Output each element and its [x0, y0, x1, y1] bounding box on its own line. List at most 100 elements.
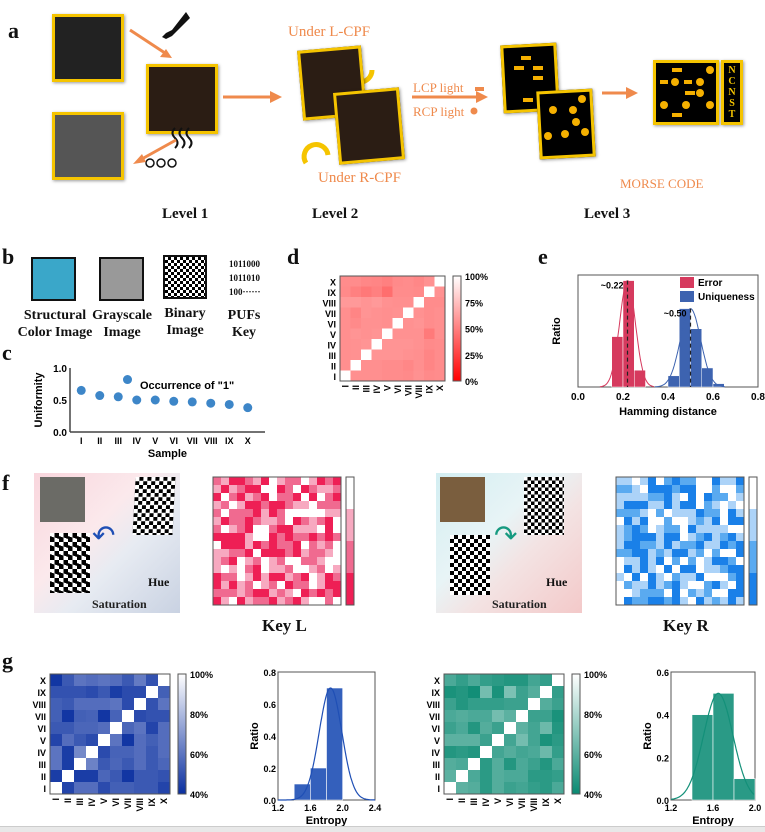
key-cell [704, 573, 712, 581]
key-cell [213, 517, 221, 525]
key-cell [736, 485, 744, 493]
key-cell [277, 477, 285, 485]
key-cell [277, 509, 285, 517]
colorbar-tick-label: 60% [584, 750, 602, 760]
y-tick-label: III [328, 351, 336, 361]
heatmap-cell [340, 307, 351, 318]
key-cell [245, 509, 253, 517]
key-cell [680, 557, 688, 565]
y-tick-label: I [43, 784, 46, 794]
heatmap-cell [62, 698, 74, 710]
key-cell [680, 493, 688, 501]
key-cell [728, 541, 736, 549]
key-cell [688, 533, 696, 541]
data-point [95, 391, 105, 401]
heatmap-cell [424, 318, 435, 329]
morse-letter: T [728, 109, 736, 120]
key-cell [237, 509, 245, 517]
key-cell [245, 589, 253, 597]
heatmap-cell [98, 710, 110, 722]
key-cell [648, 525, 656, 533]
key-cell [317, 557, 325, 565]
heatmap-cell [134, 746, 146, 758]
y-tick-label: X [434, 676, 440, 686]
caption-line: PUFs [227, 308, 261, 323]
colorbar-tick-label: 40% [584, 790, 602, 800]
key-cell [680, 533, 688, 541]
heatmap-cell [540, 698, 552, 710]
water-drops-icon [145, 158, 177, 168]
key-cell [656, 589, 664, 597]
heatmap-cell [382, 297, 393, 308]
heatmap-cell [110, 674, 122, 686]
key-cell [648, 549, 656, 557]
bottom-scrollbar[interactable] [0, 826, 765, 832]
heatmap-cell [340, 276, 351, 287]
hue-saturation-diagram-left: ↶ Hue Saturation [34, 473, 180, 613]
key-cell [720, 533, 728, 541]
panel-label-b: b [2, 244, 15, 269]
key-cell [640, 509, 648, 517]
heatmap-cell [444, 746, 456, 758]
x-tick-label: VII [187, 436, 198, 446]
key-cell [229, 589, 237, 597]
key-cell [712, 533, 720, 541]
heatmap-cell [480, 686, 492, 698]
key-cell [301, 485, 309, 493]
heatmap-cell [371, 307, 382, 318]
heatmap-cell [340, 349, 351, 360]
key-cell [704, 549, 712, 557]
dash-symbol-icon [475, 87, 484, 91]
heatmap-cell [158, 698, 170, 710]
key-cell [704, 557, 712, 565]
colorbar-tick-label: 100% [190, 670, 213, 680]
key-cell [688, 485, 696, 493]
key-cell [632, 541, 640, 549]
data-point [187, 397, 197, 407]
x-axis-title: Sample [148, 448, 187, 460]
key-cell [664, 541, 672, 549]
x-tick-label: 2.0 [749, 803, 762, 813]
heatmap-cell [134, 734, 146, 746]
heatmap-cell [516, 746, 528, 758]
heatmap-cell [403, 339, 414, 350]
key-colorbar [748, 476, 758, 606]
key-cell [333, 477, 341, 485]
heatmap-cell [86, 698, 98, 710]
key-cell [229, 581, 237, 589]
morse-letter: S [729, 98, 735, 109]
key-cell [664, 573, 672, 581]
key-cell [277, 597, 285, 605]
key-cell [728, 549, 736, 557]
heatmap-cell [340, 339, 351, 350]
colorbar-tick-label: 80% [584, 710, 602, 720]
key-cell [720, 525, 728, 533]
key-cell [213, 557, 221, 565]
key-cell [656, 501, 664, 509]
key-cell [245, 557, 253, 565]
y-axis-title: Uniformity [33, 372, 45, 428]
x-tick-label: 0.6 [706, 392, 720, 403]
rotate-arrow-icon [301, 142, 331, 165]
key-cell [632, 549, 640, 557]
panel-label-e: e [538, 244, 548, 269]
heatmap-cell [134, 686, 146, 698]
heatmap-cell [528, 674, 540, 686]
key-cell [648, 493, 656, 501]
key-cell [616, 493, 624, 501]
key-cell [704, 597, 712, 605]
key-cell [229, 501, 237, 509]
under-rcpf-label: Under R-CPF [318, 170, 401, 186]
key-cell [720, 485, 728, 493]
key-cell [269, 509, 277, 517]
key-cell [213, 525, 221, 533]
key-cell [325, 557, 333, 565]
heatmap-cell [552, 758, 564, 770]
heatmap-cell [134, 698, 146, 710]
key-cell [333, 573, 341, 581]
key-cell [301, 477, 309, 485]
heatmap-cell [62, 674, 74, 686]
heatmap-cell [413, 339, 424, 350]
heatmap-cell [74, 698, 86, 710]
data-point [132, 395, 142, 405]
